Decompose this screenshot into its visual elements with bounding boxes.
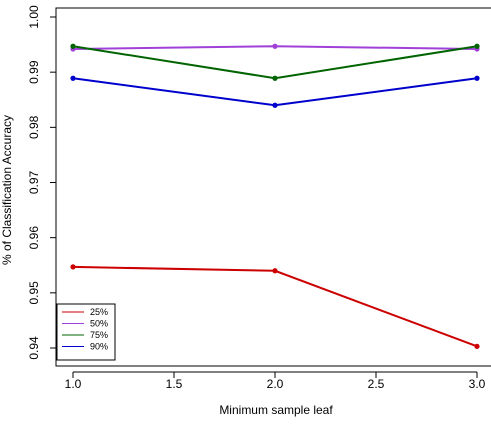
series-75% — [70, 43, 480, 81]
data-point — [272, 43, 278, 49]
data-point — [474, 43, 480, 49]
series-line — [72, 45, 478, 80]
y-tick-label: 1.00 — [27, 5, 41, 29]
data-point — [272, 268, 278, 274]
data-point — [70, 264, 76, 270]
y-axis-title: % of Classification Accuracy — [0, 115, 14, 265]
x-axis: 1.0 1.5 2.0 2.5 3.0 — [65, 371, 486, 391]
legend-label: 90% — [90, 342, 108, 352]
x-tick-label: 2.5 — [368, 377, 385, 391]
y-tick-label: 0.96 — [27, 226, 41, 250]
x-tick-label: 3.0 — [469, 377, 486, 391]
data-point — [474, 75, 480, 81]
x-tick-label: 2.0 — [267, 377, 284, 391]
x-tick-label: 1.0 — [65, 377, 82, 391]
x-axis-title: Minimum sample leaf — [219, 403, 333, 417]
data-point — [70, 75, 76, 81]
data-point — [272, 102, 278, 108]
series-layer — [70, 43, 480, 349]
data-point — [70, 43, 76, 49]
series-line — [72, 77, 478, 107]
plot-frame — [55, 7, 491, 367]
data-point — [474, 343, 480, 349]
series-25% — [70, 264, 480, 349]
y-axis: 0.94 0.95 0.96 0.97 0.98 0.99 1.00 — [27, 5, 56, 360]
y-tick-label: 0.97 — [27, 170, 41, 194]
series-50% — [70, 43, 480, 52]
legend-box — [56, 303, 116, 361]
legend-label: 25% — [90, 307, 108, 317]
legend: 25% 50%75% 90% — [56, 303, 116, 361]
y-tick-label: 0.95 — [27, 281, 41, 305]
series-90% — [70, 75, 480, 108]
legend-label: 75% — [90, 330, 108, 340]
x-tick-label: 1.5 — [166, 377, 183, 391]
series-line — [72, 265, 478, 348]
data-point — [272, 75, 278, 81]
y-tick-label: 0.98 — [27, 115, 41, 139]
legend-label: 50% — [90, 319, 108, 329]
y-tick-label: 0.94 — [27, 336, 41, 360]
y-tick-label: 0.99 — [27, 60, 41, 84]
